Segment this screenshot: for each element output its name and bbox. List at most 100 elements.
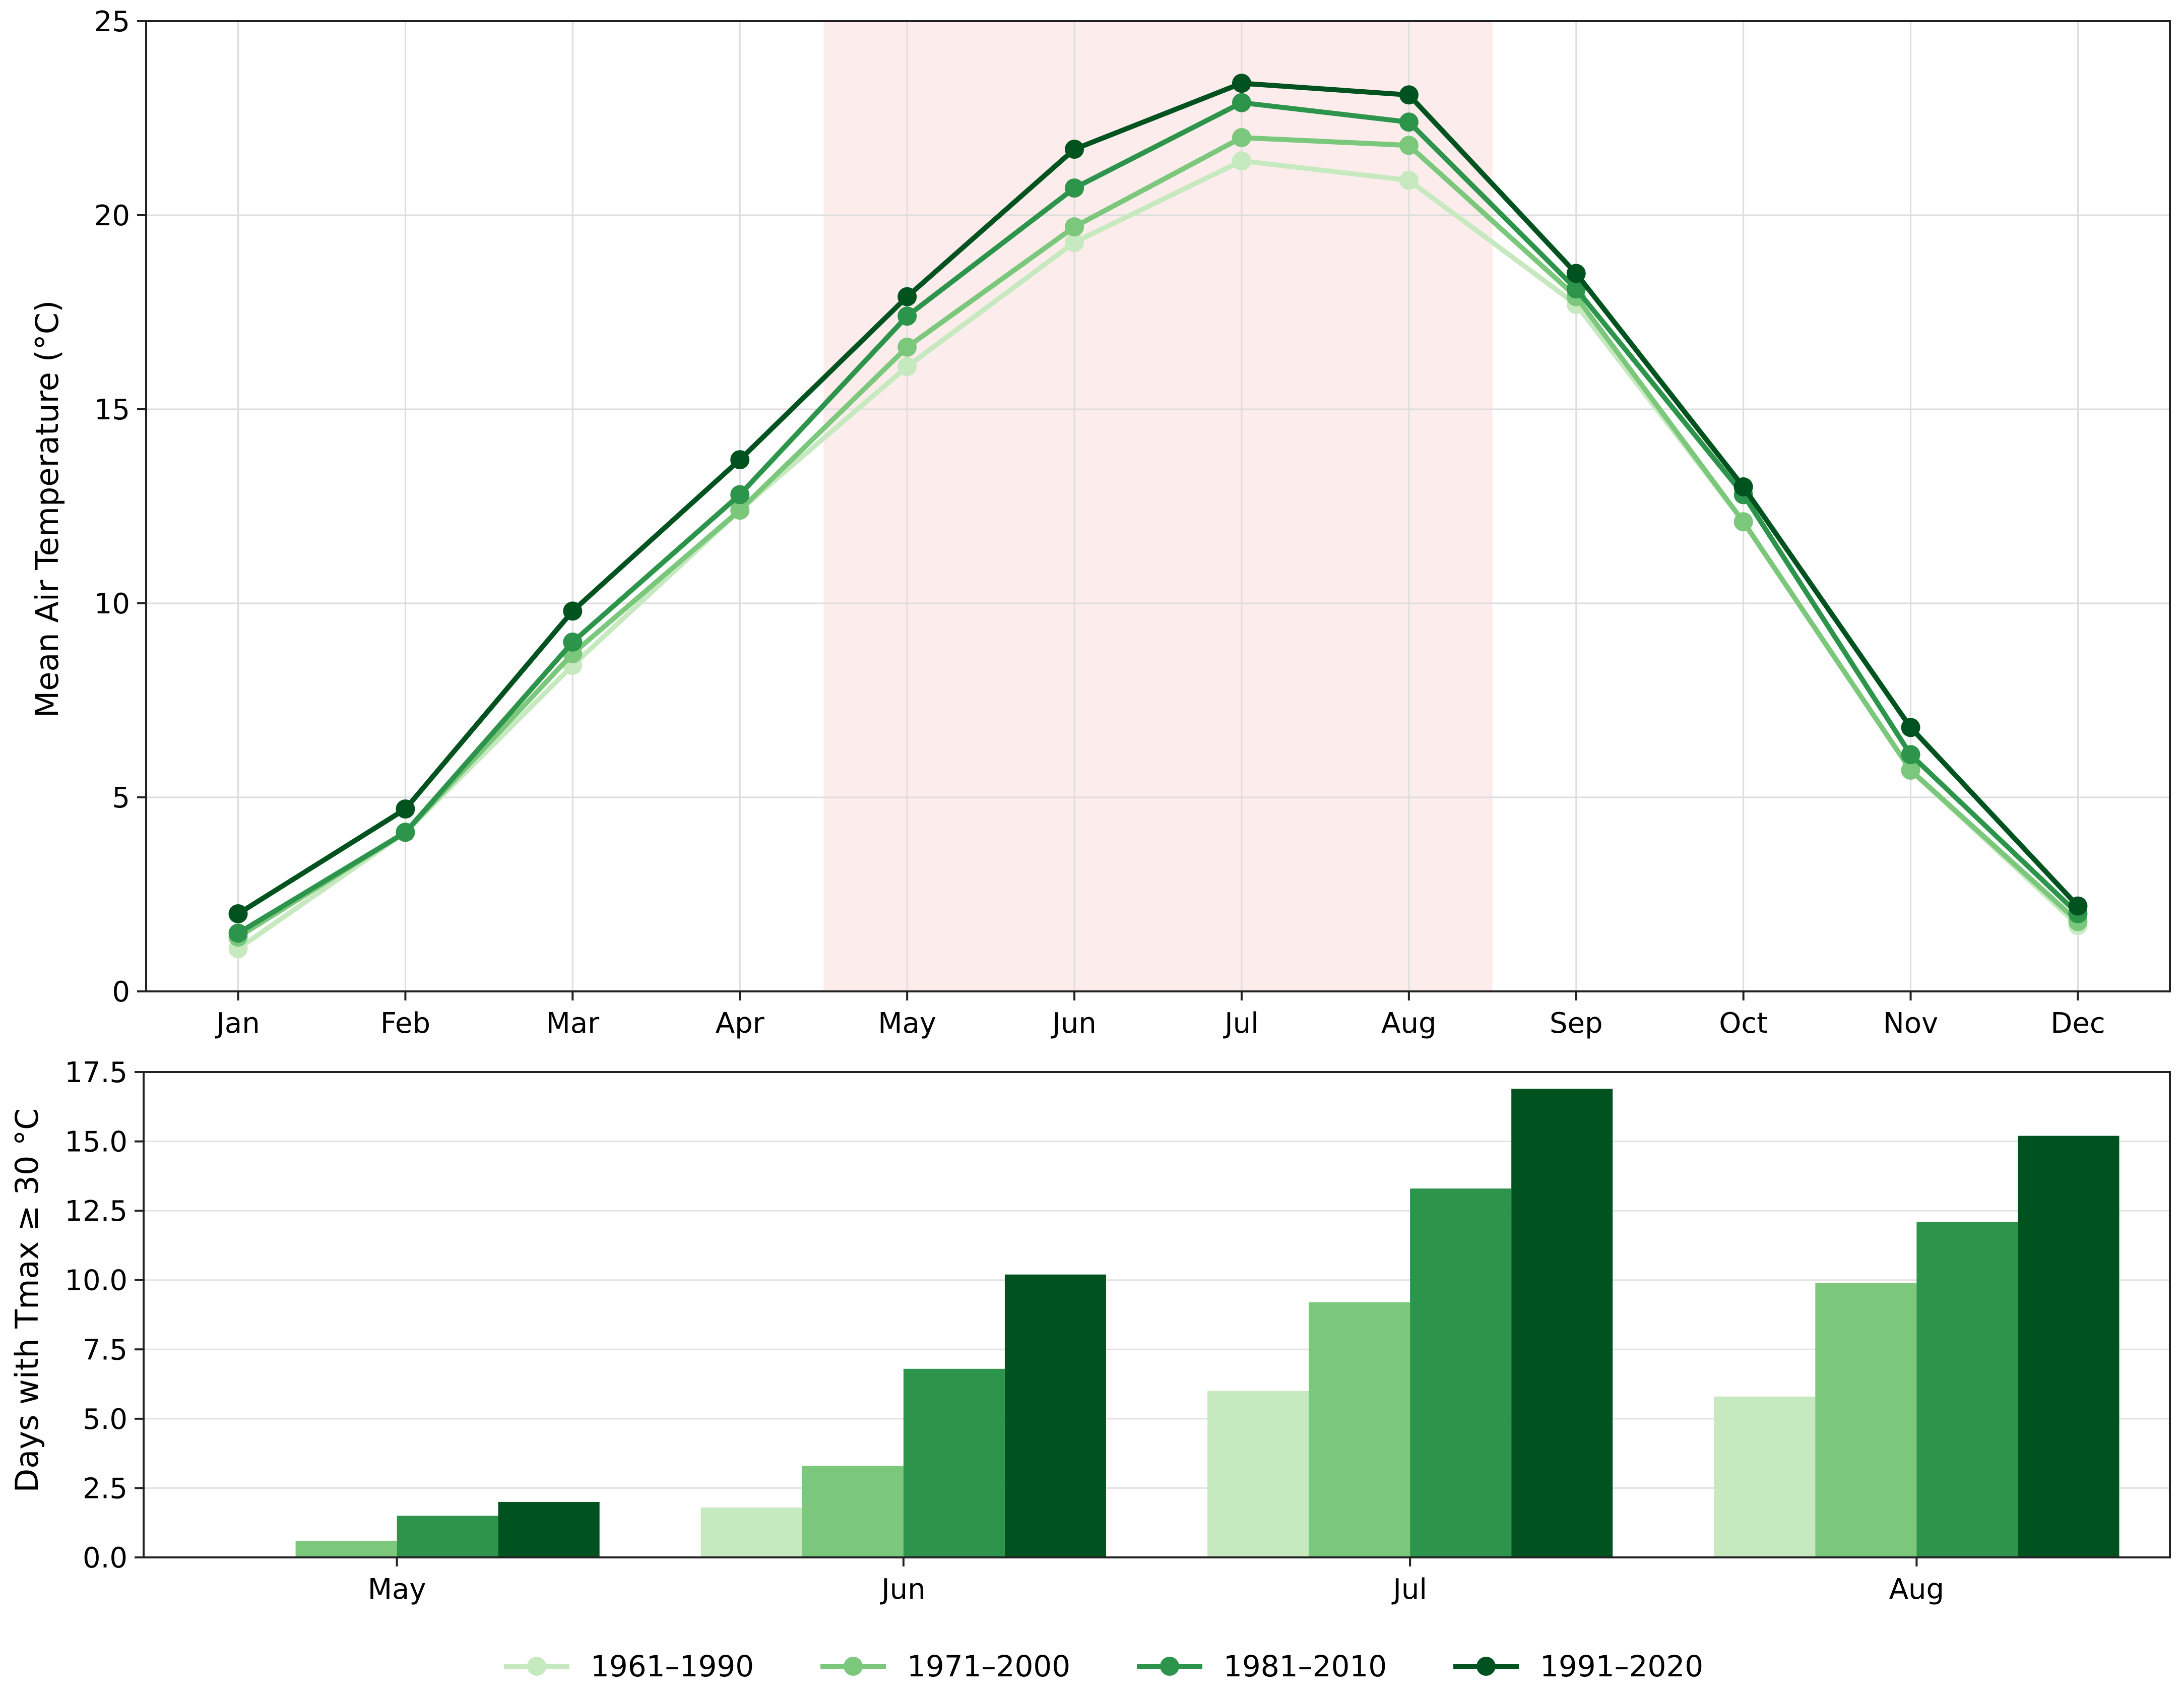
heat-days-bar xyxy=(1511,1089,1613,1557)
heat-days-y-axis-label: Days with Tmax ≥ 30 °C xyxy=(9,1108,45,1493)
heat-days-y-tick-label: 10.0 xyxy=(65,1265,127,1297)
temperature-point xyxy=(1901,761,1920,780)
heat-days-bar xyxy=(397,1516,498,1557)
temperature-line-series-2 xyxy=(236,135,2080,939)
heat-days-y-tick-label: 17.5 xyxy=(65,1056,127,1089)
heat-days-bar xyxy=(903,1368,1005,1557)
heat-days-plot-area: 0.0 2.5 5.0 7.5 10.0 12.5 15.0 17.5 May Jun Jul Aug xyxy=(65,1056,2171,1606)
temperature-y-tick-label: 0 xyxy=(112,976,130,1009)
temperature-y-axis-label: Mean Air Temperature (°C) xyxy=(29,300,66,718)
temperature-y-tick-label: 25 xyxy=(94,6,130,38)
temperature-point xyxy=(228,923,248,943)
temperature-y-tick-label: 10 xyxy=(94,588,130,620)
temperature-panel: 0 5 10 15 20 25 Jan Feb Mar Apr May Jun Jul Aug Sep Oct… xyxy=(29,6,2171,1040)
temperature-x-tick-label: Aug xyxy=(1381,1007,1436,1040)
temperature-x-tick-label: Feb xyxy=(380,1007,430,1040)
temperature-point xyxy=(396,799,415,819)
heat-days-bar xyxy=(295,1540,397,1557)
temperature-point xyxy=(897,337,917,357)
temperature-point xyxy=(730,450,750,470)
temperature-x-tick-label: Jun xyxy=(1051,1007,1097,1040)
heat-days-axes-frame xyxy=(143,1071,2171,1558)
heat-days-y-tick-label: 7.5 xyxy=(83,1334,127,1366)
temperature-x-tick-label: Mar xyxy=(546,1007,600,1040)
temperature-point xyxy=(1065,217,1084,237)
temperature-y-tick-label: 20 xyxy=(94,200,130,232)
heat-days-y-tick-label: 2.5 xyxy=(83,1472,127,1505)
temperature-x-tick-label: Jul xyxy=(1223,1007,1259,1040)
temperature-line-series-4 xyxy=(236,81,2080,916)
temperature-point xyxy=(730,485,750,505)
legend-swatch-marker xyxy=(1160,1657,1179,1676)
temperature-point xyxy=(1733,477,1753,496)
temperature-point xyxy=(1399,170,1419,190)
temperature-x-tick-label: Sep xyxy=(1550,1007,1603,1040)
heat-days-x-tick-label: Jun xyxy=(880,1573,926,1606)
summer-highlight-band xyxy=(823,21,1493,991)
temperature-point xyxy=(563,633,583,652)
heat-days-bar xyxy=(1410,1188,1512,1557)
heat-days-y-tick-label: 5.0 xyxy=(83,1403,127,1436)
temperature-x-tick-label: Nov xyxy=(1883,1007,1938,1040)
heat-days-bar xyxy=(1815,1283,1917,1557)
temperature-point xyxy=(1232,151,1251,171)
temperature-point xyxy=(2068,896,2088,916)
temperature-y-tick-label: 5 xyxy=(112,782,130,814)
temperature-point xyxy=(1232,74,1251,93)
temperature-point xyxy=(1399,136,1419,155)
temperature-x-tick-label: Apr xyxy=(716,1007,765,1040)
temperature-x-tick-label: May xyxy=(878,1007,936,1040)
temperature-point xyxy=(1733,512,1753,532)
temperature-point xyxy=(228,904,248,923)
heat-days-bar xyxy=(1207,1391,1309,1557)
temperature-point xyxy=(1901,745,1920,765)
legend-swatch-marker xyxy=(527,1657,546,1676)
temperature-x-tick-label: Dec xyxy=(2050,1007,2105,1040)
heat-days-bar xyxy=(1916,1222,2018,1557)
legend-label: 1991–2020 xyxy=(1540,1649,1703,1683)
temperature-plot-area: 0 5 10 15 20 25 Jan Feb Mar Apr May Jun Jul Aug Sep Oct… xyxy=(94,6,2171,1040)
temperature-point xyxy=(897,306,917,326)
temperature-point xyxy=(396,823,415,842)
heat-days-y-tick-label: 0.0 xyxy=(83,1542,127,1575)
legend: 1961–1990 1971–2000 1981–2010 1991–2020 xyxy=(504,1649,1703,1683)
temperature-point xyxy=(1232,93,1251,112)
heat-days-x-tick-label: Aug xyxy=(1889,1573,1944,1606)
temperature-point xyxy=(897,287,917,306)
heat-days-bar xyxy=(498,1501,600,1557)
heat-days-x-tick-label: Jul xyxy=(1391,1573,1427,1606)
heat-days-bar xyxy=(802,1466,904,1557)
heat-days-bar xyxy=(2018,1136,2119,1557)
heat-days-x-tick-label: May xyxy=(368,1573,426,1606)
temperature-axes-frame xyxy=(145,20,2171,992)
temperature-x-tick-label: Jan xyxy=(215,1007,260,1040)
temperature-line-series-3 xyxy=(236,100,2080,935)
legend-label: 1961–1990 xyxy=(591,1649,754,1683)
temperature-y-tick-label: 15 xyxy=(94,394,130,426)
legend-swatch-marker xyxy=(844,1657,863,1676)
temperature-point xyxy=(1232,128,1251,147)
temperature-point xyxy=(563,601,583,621)
temperature-point xyxy=(730,500,750,520)
heat-days-panel: 0.0 2.5 5.0 7.5 10.0 12.5 15.0 17.5 May Jun Jul Aug… xyxy=(9,1056,2171,1606)
heat-days-bar xyxy=(1004,1274,1106,1557)
temperature-point xyxy=(1566,279,1586,299)
legend-swatch-marker xyxy=(1476,1657,1496,1676)
temperature-point xyxy=(897,357,917,377)
heat-days-bar xyxy=(1714,1396,1816,1557)
temperature-point xyxy=(1901,718,1920,737)
heat-days-bar xyxy=(1309,1302,1410,1557)
legend-label: 1981–2010 xyxy=(1224,1649,1387,1683)
temperature-point xyxy=(1399,85,1419,105)
heat-days-y-tick-label: 15.0 xyxy=(65,1126,127,1159)
temperature-point xyxy=(1065,178,1084,198)
heat-days-y-tick-label: 12.5 xyxy=(65,1195,127,1228)
legend-label: 1971–2000 xyxy=(907,1649,1070,1683)
temperature-point xyxy=(1399,112,1419,132)
temperature-point xyxy=(1065,232,1084,252)
temperature-point xyxy=(1566,264,1586,283)
temperature-point xyxy=(1065,140,1084,159)
temperature-x-tick-label: Oct xyxy=(1719,1007,1768,1040)
heat-days-bar xyxy=(700,1507,802,1557)
